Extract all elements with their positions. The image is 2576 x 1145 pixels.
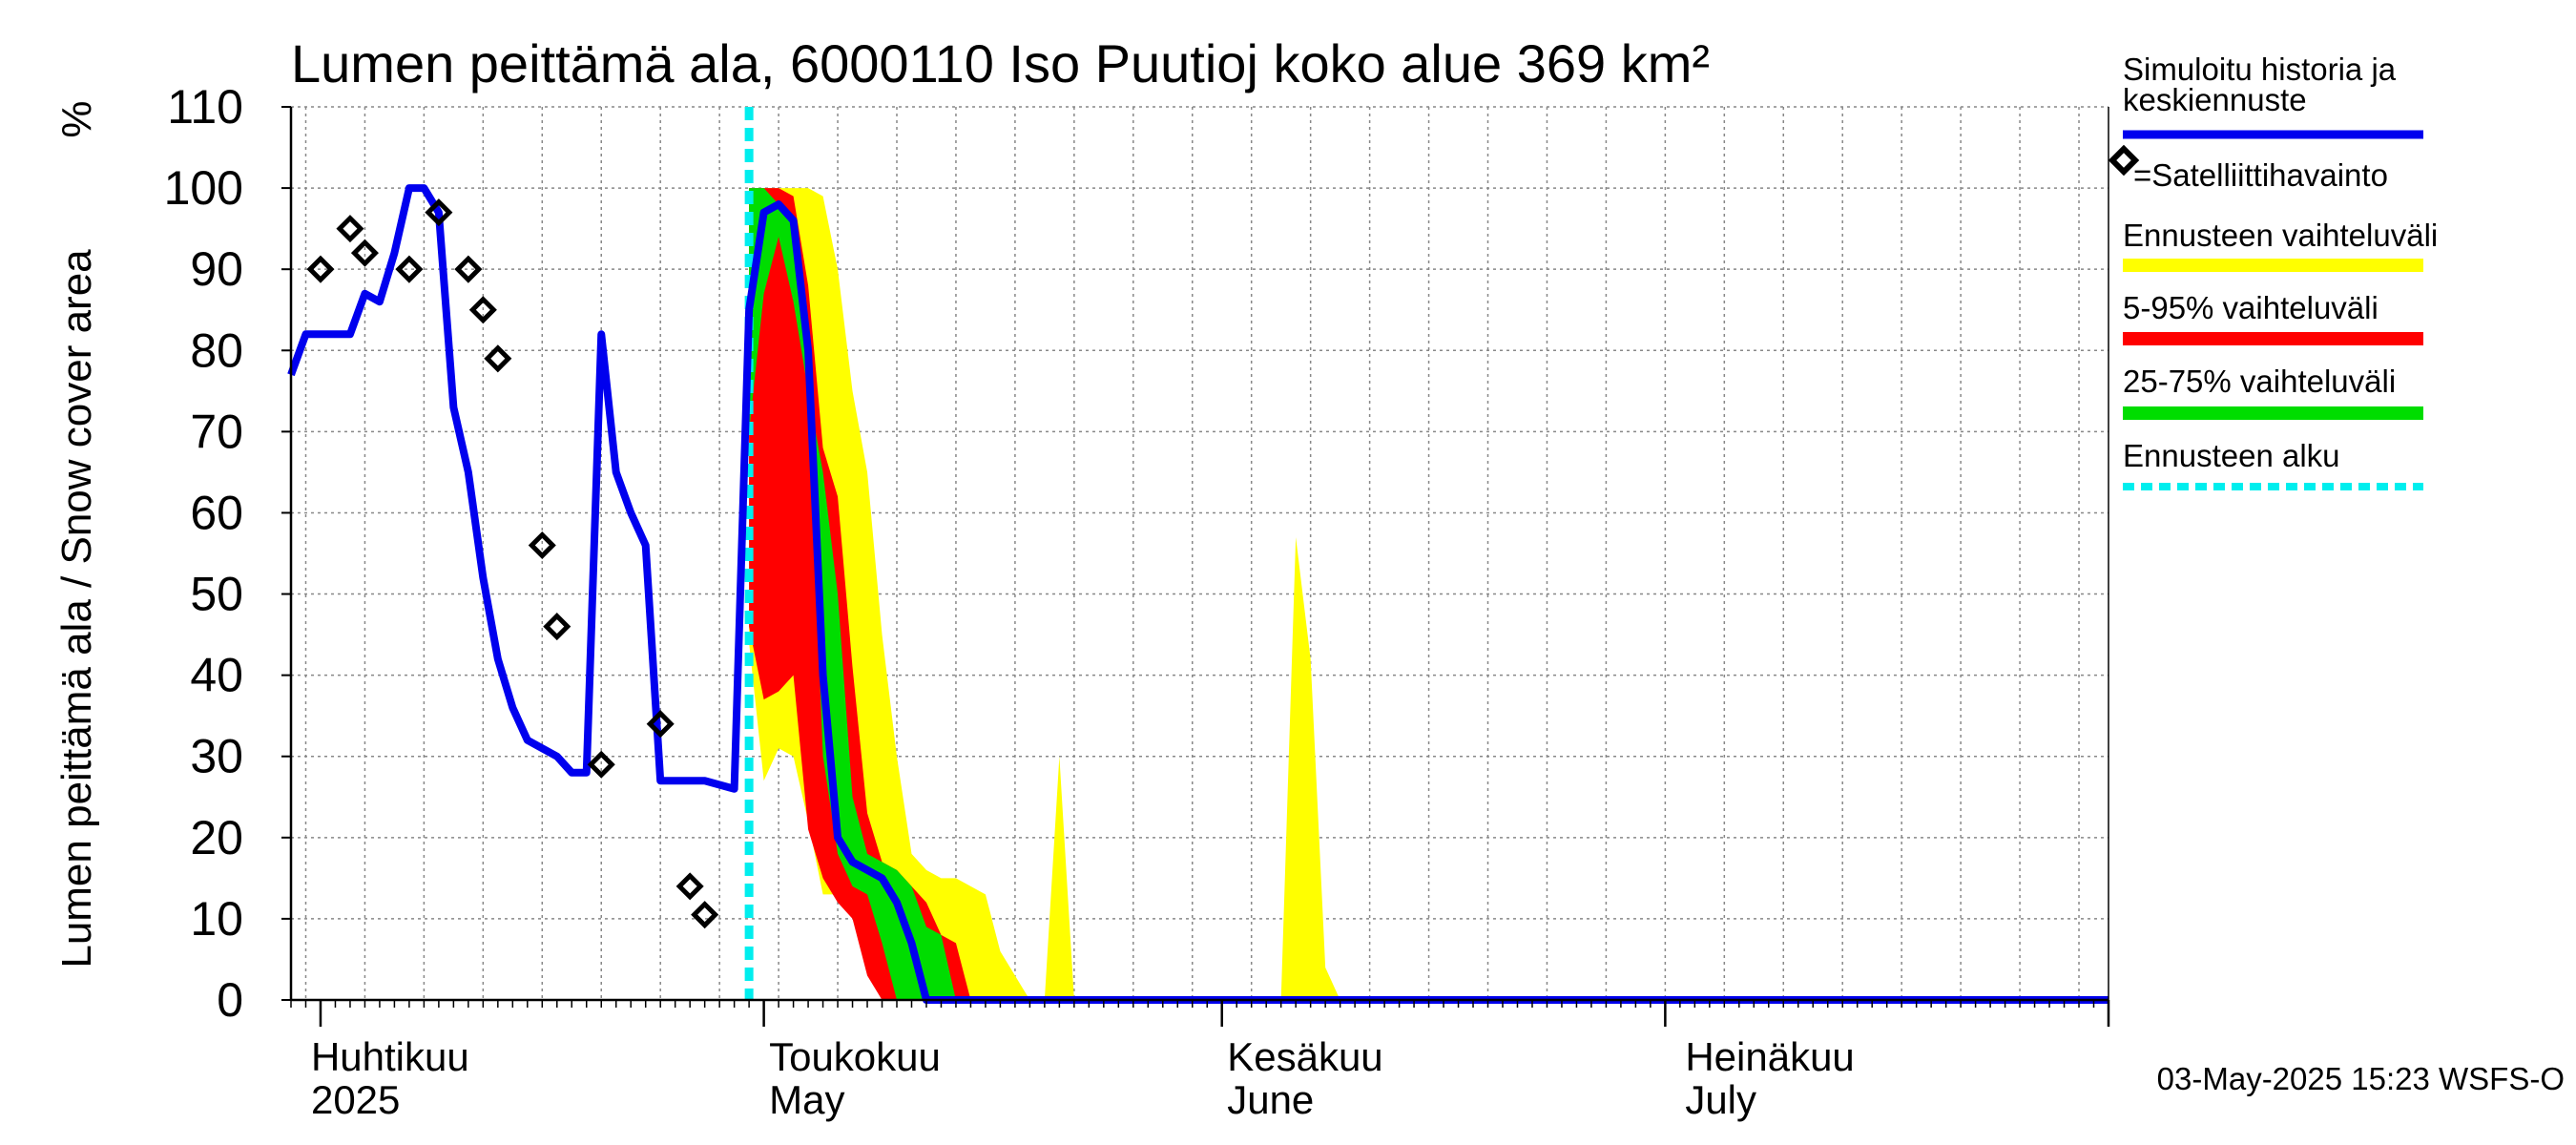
y-tick-label: 40 <box>190 649 243 702</box>
observation-marker <box>528 531 556 560</box>
observation-marker <box>675 872 704 901</box>
observation-marker <box>350 239 379 267</box>
y-axis-unit: % <box>53 100 100 137</box>
observation-marker <box>587 750 615 779</box>
y-tick-label: 110 <box>167 80 243 134</box>
timestamp: 03-May-2025 15:23 WSFS-O <box>2157 1061 2565 1096</box>
x-month-label: Toukokuu <box>769 1034 941 1079</box>
y-tick-label: 100 <box>164 161 243 215</box>
x-month-label: Kesäkuu <box>1227 1034 1382 1079</box>
y-tick-labels: 0 10 20 30 40 50 60 70 80 90 100 110 <box>164 80 243 1027</box>
x-month-sublabel: June <box>1227 1077 1314 1122</box>
x-month-label: Heinäkuu <box>1685 1034 1854 1079</box>
full-range-band <box>749 188 1340 1000</box>
y-tick-label: 60 <box>190 486 243 539</box>
legend-history-label-1: Simuloitu historia ja <box>2123 52 2397 87</box>
y-tick-label: 20 <box>190 811 243 864</box>
x-month-label: Huhtikuu <box>311 1034 469 1079</box>
observation-marker <box>646 710 675 739</box>
observation-marker <box>425 198 453 227</box>
x-month-sublabel: 2025 <box>311 1077 400 1122</box>
observation-marker <box>484 344 512 373</box>
x-month-sublabel: July <box>1685 1077 1756 1122</box>
legend-p5-95-label: 5-95% vaihteluväli <box>2123 290 2379 325</box>
p25-75-band <box>749 188 971 1000</box>
observation-marker <box>691 901 719 929</box>
y-tick-label: 30 <box>190 730 243 783</box>
observation-marker <box>468 296 497 324</box>
legend-full-range-label: Ennusteen vaihteluväli <box>2123 218 2438 253</box>
legend-p25-75-label: 25-75% vaihteluväli <box>2123 364 2396 399</box>
legend-history-label-2: keskiennuste <box>2123 82 2307 117</box>
observation-marker <box>454 255 483 283</box>
y-tick-label: 80 <box>190 323 243 377</box>
legend-observation-label: =Satelliittihavainto <box>2133 157 2388 193</box>
legend: Simuloitu historia ja keskiennuste =Sate… <box>2108 52 2438 490</box>
history-line <box>287 184 2109 1004</box>
y-tick-label: 90 <box>190 242 243 296</box>
y-tick-label: 10 <box>190 892 243 946</box>
axes <box>281 106 2110 1027</box>
legend-observation-marker-icon <box>2108 144 2140 177</box>
observation-marker <box>543 613 571 641</box>
y-axis-label: Lumen peittämä ala / Snow cover area <box>53 249 100 968</box>
legend-forecast-start-label: Ennusteen alku <box>2123 438 2340 473</box>
observation-marker <box>336 215 364 243</box>
chart-title: Lumen peittämä ala, 6000110 Iso Puutioj … <box>291 33 1710 94</box>
x-month-sublabel: May <box>769 1077 844 1122</box>
satellite-observations <box>306 198 719 929</box>
y-tick-label: 70 <box>190 405 243 458</box>
observation-marker <box>395 255 424 283</box>
history-series <box>287 184 2109 1004</box>
y-tick-label: 50 <box>190 568 243 621</box>
y-tick-label: 0 <box>217 973 243 1027</box>
observation-marker <box>306 255 335 283</box>
